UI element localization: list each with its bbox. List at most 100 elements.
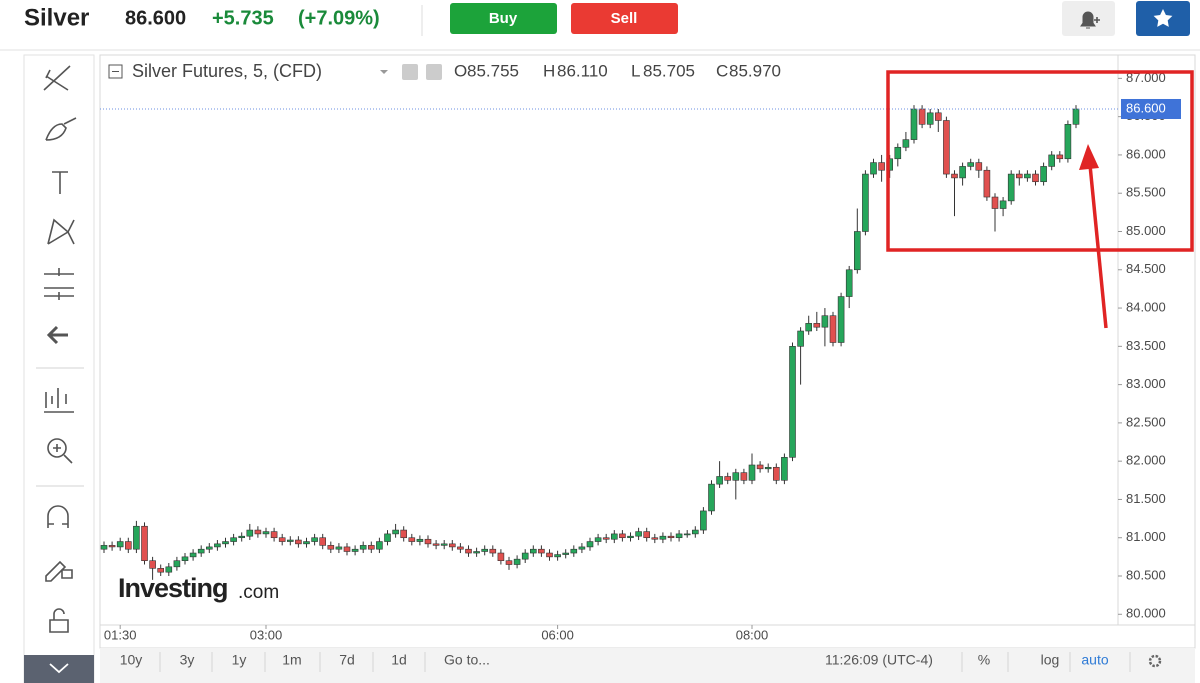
y-tick-label: 85.000	[1126, 223, 1166, 238]
low-value: 85.705	[643, 61, 695, 80]
range-button[interactable]: 1y	[232, 652, 247, 668]
star-icon	[1153, 9, 1173, 27]
candle-body	[667, 535, 675, 539]
auto-toggle[interactable]: auto	[1081, 652, 1108, 668]
range-button[interactable]: 3y	[180, 652, 195, 668]
candle-body	[303, 541, 310, 545]
candle-body	[878, 162, 885, 171]
candle-body	[327, 545, 335, 550]
candle-body	[910, 108, 918, 140]
open-value: 85.755	[467, 61, 519, 80]
candle-body	[659, 535, 667, 540]
candle-body	[619, 533, 626, 539]
candle-body	[651, 537, 659, 540]
price: 86.600	[125, 7, 186, 29]
candle-body	[951, 173, 958, 179]
symbol: Silver	[24, 4, 89, 31]
candle-body	[457, 546, 464, 550]
toolbar-collapse[interactable]	[24, 655, 94, 683]
buy-button[interactable]	[450, 3, 557, 34]
collapse-box[interactable]	[108, 64, 123, 79]
candle-body	[683, 533, 691, 536]
candle-body	[724, 476, 732, 481]
candle-body	[902, 139, 910, 148]
range-button[interactable]: 10y	[120, 652, 143, 668]
candle-body	[748, 464, 756, 481]
x-tick-label: 01:30	[104, 627, 137, 642]
high-value: 86.110	[557, 61, 608, 80]
candle-body	[149, 560, 156, 569]
legend-title: Silver Futures, 5, (CFD)	[132, 61, 322, 81]
candle-body	[278, 537, 286, 542]
candle-body	[578, 546, 586, 550]
candle-body	[335, 546, 343, 550]
eye-icon[interactable]	[402, 64, 418, 80]
percent-toggle[interactable]: %	[978, 652, 990, 668]
candle-body	[481, 548, 489, 552]
range-button[interactable]: 1d	[391, 652, 407, 668]
candle-body	[513, 558, 521, 565]
candle-body	[764, 466, 772, 470]
candle-body	[756, 464, 764, 470]
arrow-head	[1079, 144, 1099, 170]
candle-body	[554, 554, 561, 558]
candle-body	[384, 533, 391, 542]
candle-body	[797, 330, 804, 347]
candle-body	[1007, 173, 1015, 202]
candle-body	[319, 537, 327, 546]
candle-body	[862, 173, 869, 232]
range-button[interactable]: 7d	[339, 652, 355, 668]
settings-gear[interactable]	[1148, 654, 1162, 668]
y-tick-label: 82.000	[1126, 453, 1166, 468]
candle-body	[181, 556, 189, 561]
sell-button[interactable]	[571, 3, 678, 34]
candle-body	[473, 551, 480, 554]
candle-body	[230, 537, 237, 542]
y-tick-label: 81.000	[1126, 529, 1166, 544]
candle-body	[700, 510, 707, 531]
low-label: L	[631, 61, 640, 80]
change: +5.735	[212, 7, 274, 29]
candle-body	[1015, 173, 1023, 179]
candle-body	[894, 146, 902, 160]
legend-dropdown[interactable]	[380, 70, 388, 74]
candle-body	[367, 545, 375, 550]
candle-body	[529, 548, 537, 554]
candle-body	[813, 323, 821, 328]
arrow-shaft	[1088, 164, 1108, 329]
candle-body	[100, 545, 108, 550]
candle-body	[562, 552, 570, 555]
candle-body	[934, 112, 942, 121]
candle-body	[214, 543, 221, 548]
candle-body	[432, 543, 440, 546]
candle-body	[311, 537, 318, 542]
log-toggle[interactable]: log	[1041, 652, 1060, 668]
y-tick-label: 80.500	[1126, 567, 1166, 582]
y-tick-label: 84.500	[1126, 261, 1166, 276]
goto[interactable]: Go to...	[444, 652, 490, 668]
close-value: 85.970	[729, 61, 781, 80]
candle-body	[635, 531, 642, 537]
candle-body	[440, 543, 448, 546]
sell-label[interactable]: Sell	[611, 10, 638, 27]
buy-label[interactable]: Buy	[489, 10, 518, 27]
candle-body	[594, 537, 602, 542]
candle-body	[991, 196, 999, 209]
candle-body	[853, 231, 861, 271]
candle-body	[716, 476, 723, 485]
candle-body	[691, 529, 699, 535]
open-label: O	[454, 61, 467, 80]
range-button[interactable]: 1m	[282, 652, 301, 668]
candle-body	[424, 538, 432, 545]
candle-body	[789, 346, 796, 458]
candle-body	[222, 541, 229, 545]
candle-body	[918, 108, 926, 125]
chevron-icon	[49, 663, 69, 674]
candle-body	[116, 541, 124, 548]
candle-body	[1072, 108, 1080, 125]
plot: 80.000 80.500 81.000 81.500 82.000 82.500 83.0…	[100, 70, 1181, 642]
candle-body	[1024, 173, 1031, 179]
settings-icon[interactable]	[426, 64, 442, 80]
